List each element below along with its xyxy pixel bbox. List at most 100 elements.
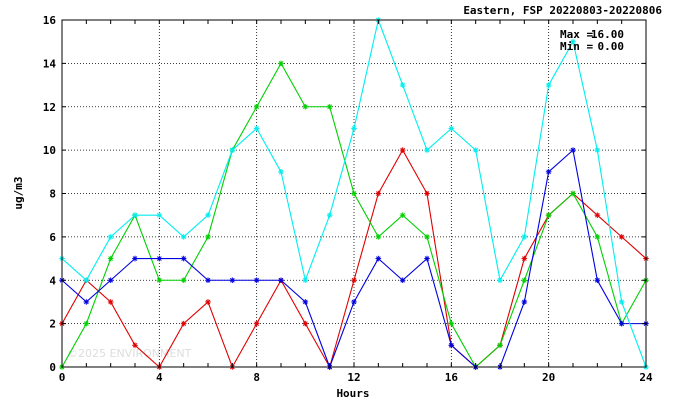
y-tick-label: 14 — [43, 57, 57, 70]
data-point — [229, 147, 236, 153]
data-point — [521, 234, 528, 240]
y-tick-label: 8 — [49, 188, 56, 201]
data-point — [132, 212, 138, 218]
data-point — [326, 212, 333, 218]
data-point — [83, 299, 90, 305]
x-tick-label: 12 — [347, 371, 360, 384]
data-point — [472, 147, 479, 153]
data-point — [180, 277, 187, 284]
x-tick-label: 16 — [445, 371, 459, 384]
data-point — [594, 234, 601, 240]
data-point — [545, 212, 552, 218]
data-point — [132, 255, 138, 262]
data-point — [156, 255, 163, 262]
x-tick-label: 20 — [542, 371, 555, 384]
data-point — [132, 342, 138, 349]
data-point — [545, 82, 552, 88]
data-point — [205, 212, 211, 218]
data-point — [521, 299, 528, 305]
x-tick-label: 0 — [59, 371, 66, 384]
data-point — [302, 277, 309, 284]
min-label: Min = — [560, 40, 593, 53]
x-tick-label: 24 — [639, 371, 653, 384]
data-point — [205, 299, 211, 305]
data-point — [180, 234, 187, 240]
data-point — [448, 125, 455, 132]
data-point — [424, 147, 430, 153]
data-point — [253, 277, 260, 284]
data-point — [351, 190, 357, 197]
data-point — [278, 60, 284, 67]
data-point — [180, 255, 187, 262]
data-point — [302, 103, 309, 110]
x-tick-label: 8 — [253, 371, 260, 384]
data-point — [156, 277, 163, 284]
data-point — [83, 277, 90, 284]
data-point — [424, 234, 430, 240]
x-tick-label: 4 — [156, 371, 163, 384]
data-point — [570, 190, 576, 197]
data-point — [302, 320, 309, 327]
data-point — [156, 212, 163, 218]
data-point — [618, 320, 625, 327]
data-point — [594, 277, 601, 284]
y-tick-label: 10 — [43, 144, 56, 157]
data-point — [399, 82, 406, 88]
data-point — [570, 147, 576, 153]
data-point — [107, 299, 114, 305]
data-point — [107, 255, 114, 262]
data-point — [351, 277, 357, 284]
data-point — [180, 320, 187, 327]
data-point — [594, 212, 601, 218]
data-point — [399, 277, 406, 284]
data-point — [83, 320, 90, 327]
data-point — [545, 169, 552, 175]
data-point — [107, 234, 114, 240]
data-point — [521, 255, 528, 262]
data-point — [253, 103, 260, 110]
data-point — [253, 125, 260, 132]
y-tick-label: 4 — [49, 274, 56, 287]
data-point — [618, 299, 625, 305]
data-point — [424, 190, 430, 197]
data-point — [570, 38, 576, 45]
grid-lines — [62, 20, 646, 367]
y-tick-label: 0 — [49, 361, 56, 374]
y-tick-label: 12 — [43, 101, 56, 114]
data-point — [375, 255, 382, 262]
data-point — [399, 212, 406, 218]
data-point — [448, 320, 455, 327]
watermark: ©2025 ENVIRONMENT — [67, 347, 192, 360]
data-point — [326, 103, 333, 110]
data-point — [448, 342, 455, 349]
data-point — [594, 147, 601, 153]
data-point — [278, 169, 284, 175]
data-point — [497, 277, 503, 284]
data-point — [375, 234, 382, 240]
data-point — [424, 255, 430, 262]
data-point — [521, 277, 528, 284]
y-tick-label: 6 — [49, 231, 56, 244]
x-axis-label: Hours — [336, 387, 369, 400]
data-point — [351, 299, 357, 305]
y-tick-label: 16 — [43, 14, 57, 27]
data-point — [107, 277, 114, 284]
chart-title: Eastern, FSP 20220803-20220806 — [463, 4, 662, 17]
y-tick-label: 2 — [49, 318, 56, 331]
max-label: Max = — [560, 28, 593, 41]
data-point — [497, 342, 503, 349]
data-point — [618, 234, 625, 240]
max-value: 16.00 — [591, 28, 624, 41]
data-point — [351, 125, 357, 132]
data-point — [205, 277, 211, 284]
min-value: 0.00 — [598, 40, 625, 53]
data-point — [302, 299, 309, 305]
data-point — [253, 320, 260, 327]
y-axis-label: ug/m3 — [12, 176, 25, 209]
data-point — [399, 147, 406, 153]
data-point — [229, 277, 236, 284]
series-3 — [59, 147, 649, 370]
series-4 — [59, 17, 649, 370]
